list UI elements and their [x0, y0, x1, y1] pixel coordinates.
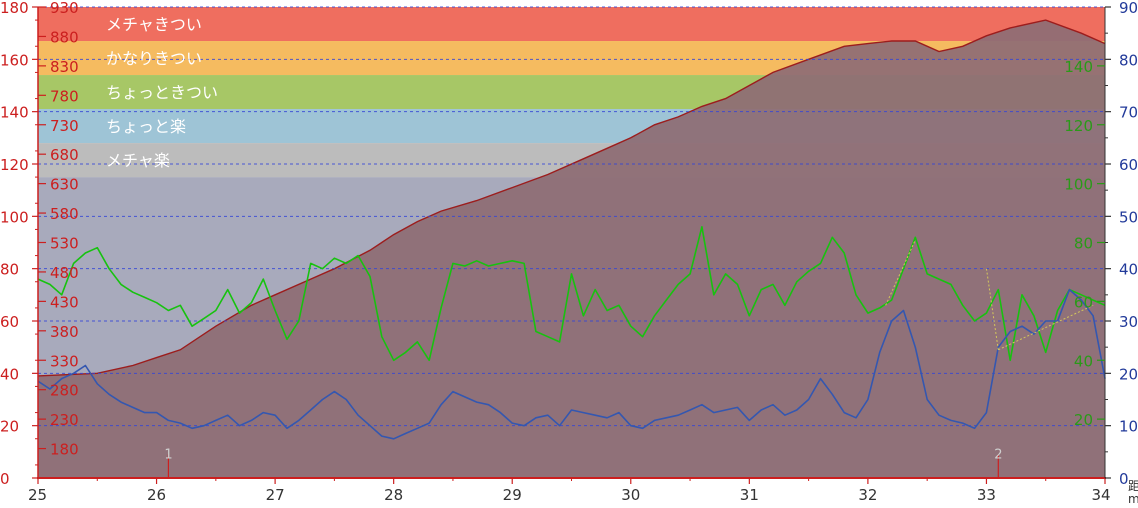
elevation-tick-label: 580: [50, 205, 79, 223]
y-left-tick-label: 160: [0, 51, 29, 69]
y-right1-tick-label: 30: [1119, 313, 1138, 331]
zone-band: [38, 7, 1105, 42]
lines-layer: [37, 226, 1106, 440]
elevation-line: [37, 19, 1106, 377]
x-tick-label: 31: [740, 486, 759, 504]
x-tick-label: 34: [1091, 486, 1110, 504]
zone-label: ちょっと楽: [106, 117, 186, 136]
y-right1-tick-label: 90: [1119, 0, 1138, 17]
gap-segment: [998, 304, 1094, 351]
x-tick-label: 30: [621, 486, 640, 504]
x-axis-corner-label: 距: [1128, 479, 1138, 493]
zone-label: かなりきつい: [106, 49, 202, 68]
x-tick-label: 25: [28, 486, 47, 504]
y-right2-tick-label: 100: [1064, 176, 1093, 194]
y-right2-tick-label: 140: [1064, 58, 1093, 76]
elevation-tick-label: 430: [50, 293, 79, 311]
blue-line: [37, 288, 1106, 440]
y-right2-tick-label: 60: [1074, 293, 1093, 311]
elevation-tick-label: 380: [50, 323, 79, 341]
x-axis-corner-label: m: [1128, 492, 1138, 506]
elevation-tick-label: 630: [50, 176, 79, 194]
elevation-area: [38, 20, 1105, 478]
y-right1-tick-label: 10: [1119, 418, 1138, 436]
y-left-tick-label: 60: [0, 313, 19, 331]
y-left-tick-label: 120: [0, 156, 29, 174]
elevation-tick-label: 480: [50, 264, 79, 282]
x-tick-label: 32: [858, 486, 877, 504]
gap-segment: [985, 268, 999, 350]
speed-line: [37, 226, 1106, 362]
y-right1-tick-label: 80: [1119, 51, 1138, 69]
y-left-tick-label: 140: [0, 104, 29, 122]
y-left-tick-label: 80: [0, 261, 19, 279]
elevation-tick-label: 880: [50, 28, 79, 46]
y-left-tick-label: 40: [0, 365, 19, 383]
y-right1-tick-label: 20: [1119, 365, 1138, 383]
x-tick-label: 27: [266, 486, 285, 504]
elevation-tick-label: 280: [50, 382, 79, 400]
x-tick-label: 29: [503, 486, 522, 504]
elevation-tick-label: 930: [50, 0, 79, 17]
elevation-tick-label: 780: [50, 87, 79, 105]
zone-label: メチャきつい: [106, 15, 202, 34]
y-right2-tick-label: 20: [1074, 411, 1093, 429]
zone-label: メチャ楽: [106, 151, 170, 170]
x-tick-label: 26: [147, 486, 166, 504]
y-right2-tick-label: 40: [1074, 352, 1093, 370]
y-left-tick-label: 0: [0, 470, 10, 488]
lap-marker-label: 1: [164, 447, 172, 462]
x-tick-label: 33: [977, 486, 996, 504]
elevation-tick-label: 830: [50, 58, 79, 76]
elevation-tick-label: 680: [50, 146, 79, 164]
y-left-tick-label: 100: [0, 208, 29, 226]
y-left-tick-label: 180: [0, 0, 29, 17]
y-right1-tick-label: 0: [1119, 470, 1129, 488]
y-right2-tick-label: 120: [1064, 117, 1093, 135]
elevation-tick-label: 230: [50, 411, 79, 429]
y-right1-tick-label: 40: [1119, 261, 1138, 279]
y-right2-tick-label: 80: [1074, 235, 1093, 253]
elevation-tick-label: 730: [50, 117, 79, 135]
elevation-tick-label: 530: [50, 235, 79, 253]
y-right1-tick-label: 60: [1119, 156, 1138, 174]
elevation-tick-label: 180: [50, 441, 79, 459]
zone-label: ちょっときつい: [106, 83, 218, 102]
lap-marker-label: 2: [994, 447, 1002, 462]
y-right1-tick-label: 50: [1119, 208, 1138, 226]
y-left-tick-label: 20: [0, 418, 19, 436]
x-tick-label: 28: [384, 486, 403, 504]
y-right1-tick-label: 70: [1119, 104, 1138, 122]
elevation-tick-label: 330: [50, 352, 79, 370]
area-layer: [37, 19, 1106, 478]
